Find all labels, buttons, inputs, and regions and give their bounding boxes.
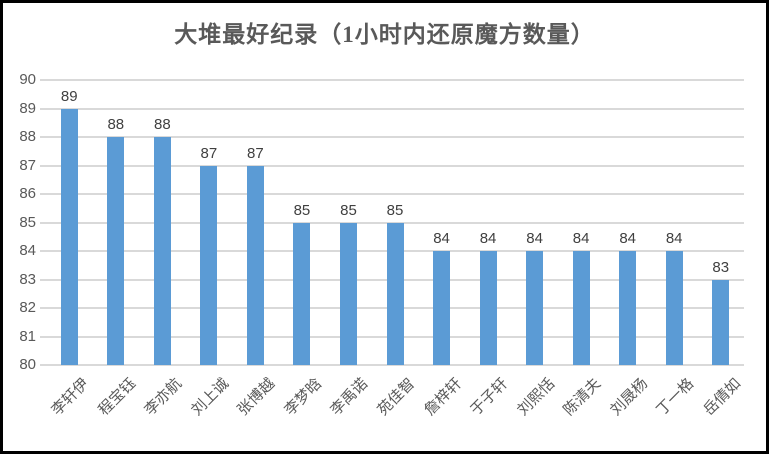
- bar: [479, 251, 497, 365]
- bar-value-label: 84: [665, 230, 683, 247]
- x-axis-category-label: 李亦航: [141, 375, 186, 419]
- gridline: [40, 107, 744, 110]
- x-axis-category-label: 岳倩如: [700, 375, 744, 419]
- bar-value-label: 88: [153, 116, 171, 133]
- plot-area: 80 81 82 83 84 85 86 87 88 89 90 89 李轩伊 88 程宝钰 88 李亦航 87 刘…: [3, 3, 766, 451]
- y-axis-tick-label: 87: [19, 156, 36, 174]
- x-axis-category-label: 刘上诚: [188, 375, 233, 419]
- bar-value-label: 84: [572, 230, 590, 247]
- gridline: [40, 79, 744, 81]
- x-axis-category-label: 李禹诺: [327, 375, 372, 419]
- y-axis-tick-label: 81: [19, 327, 36, 345]
- x-axis-category-label: 刘熙恬: [513, 375, 558, 419]
- gridline: [40, 136, 744, 138]
- x-axis-category-label: 丁一格: [653, 375, 698, 419]
- bar: [619, 251, 637, 365]
- bar: [246, 165, 264, 365]
- gridline: [40, 364, 744, 366]
- x-axis-category-label: 李梦晗: [281, 375, 326, 419]
- x-axis-category-label: 詹梓轩: [420, 375, 465, 419]
- bar-value-label: 84: [619, 230, 636, 247]
- bar: [572, 251, 590, 365]
- chart-title: 大堆最好纪录（1小时内还原魔方数量）: [174, 22, 595, 47]
- bar: [712, 279, 730, 365]
- bar: [60, 108, 78, 365]
- x-axis-category-label: 程宝钰: [95, 375, 139, 419]
- y-axis-tick-label: 88: [19, 128, 36, 145]
- gridline: [40, 164, 744, 167]
- bar: [200, 165, 218, 365]
- bar: [386, 222, 404, 365]
- bar: [153, 137, 171, 365]
- bar: [107, 137, 125, 365]
- x-axis-category-label: 苑佳智: [374, 375, 419, 419]
- x-axis-category-label: 于子轩: [467, 375, 512, 419]
- bar: [339, 222, 357, 365]
- bar-value-label: 85: [293, 201, 311, 219]
- bar-value-label: 84: [433, 230, 450, 247]
- y-axis-tick-label: 89: [19, 99, 36, 117]
- bar-value-label: 84: [526, 230, 543, 247]
- bar-value-label: 89: [60, 87, 78, 105]
- x-axis-category-label: 张博越: [234, 375, 279, 419]
- bar-value-label: 88: [107, 116, 125, 133]
- x-axis-category-label: 刘晟杨: [606, 375, 651, 419]
- bar: [293, 222, 311, 365]
- x-axis-category-label: 陈清夫: [560, 375, 605, 419]
- bar-value-label: 83: [712, 258, 730, 276]
- bar: [665, 251, 683, 365]
- bar-value-label: 84: [479, 230, 497, 247]
- y-axis-tick-label: 82: [19, 299, 36, 316]
- bar: [433, 251, 451, 365]
- bar-value-label: 87: [247, 144, 264, 162]
- bar-value-label: 87: [200, 144, 218, 162]
- bar-value-label: 85: [386, 201, 404, 219]
- y-axis-tick-label: 83: [19, 270, 36, 288]
- gridline: [40, 193, 744, 195]
- bar: [526, 251, 544, 365]
- y-axis-tick-label: 90: [19, 71, 36, 88]
- y-axis-tick-label: 84: [19, 242, 36, 259]
- x-axis-category-label: 李轩伊: [48, 375, 93, 419]
- y-axis-tick-label: 85: [19, 213, 36, 231]
- y-axis-tick-label: 86: [19, 185, 36, 202]
- bar-value-label: 85: [340, 201, 357, 219]
- y-axis-tick-label: 80: [19, 356, 36, 373]
